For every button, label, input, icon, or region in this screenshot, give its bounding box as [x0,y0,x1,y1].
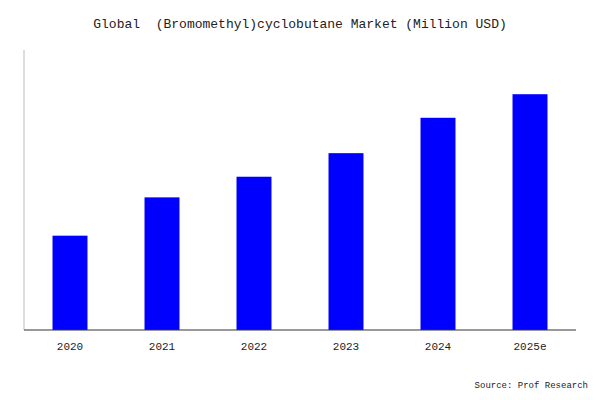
bar [513,94,548,330]
title: Global (Bromomethyl)cyclobutane Market (… [93,17,506,32]
chart-container: Global (Bromomethyl)cyclobutane Market (… [0,0,600,400]
bar [53,236,88,330]
x-tick-label: 2023 [333,341,359,353]
x-axis-line [24,330,576,331]
y-axis-line [24,50,25,330]
annotation: Source: Prof Research [475,381,588,391]
x-tick-label: 2020 [57,341,83,353]
bar [145,197,180,330]
x-tick-label: 2021 [149,341,176,353]
bars [53,94,548,330]
x-tick-label: 2024 [425,341,452,353]
bar [237,177,272,330]
bar [329,153,364,330]
bar [421,118,456,330]
background [0,0,600,400]
x-tick-label: 2025e [513,341,546,353]
chart: Global (Bromomethyl)cyclobutane Market (… [0,0,600,400]
x-tick-label: 2022 [241,341,267,353]
